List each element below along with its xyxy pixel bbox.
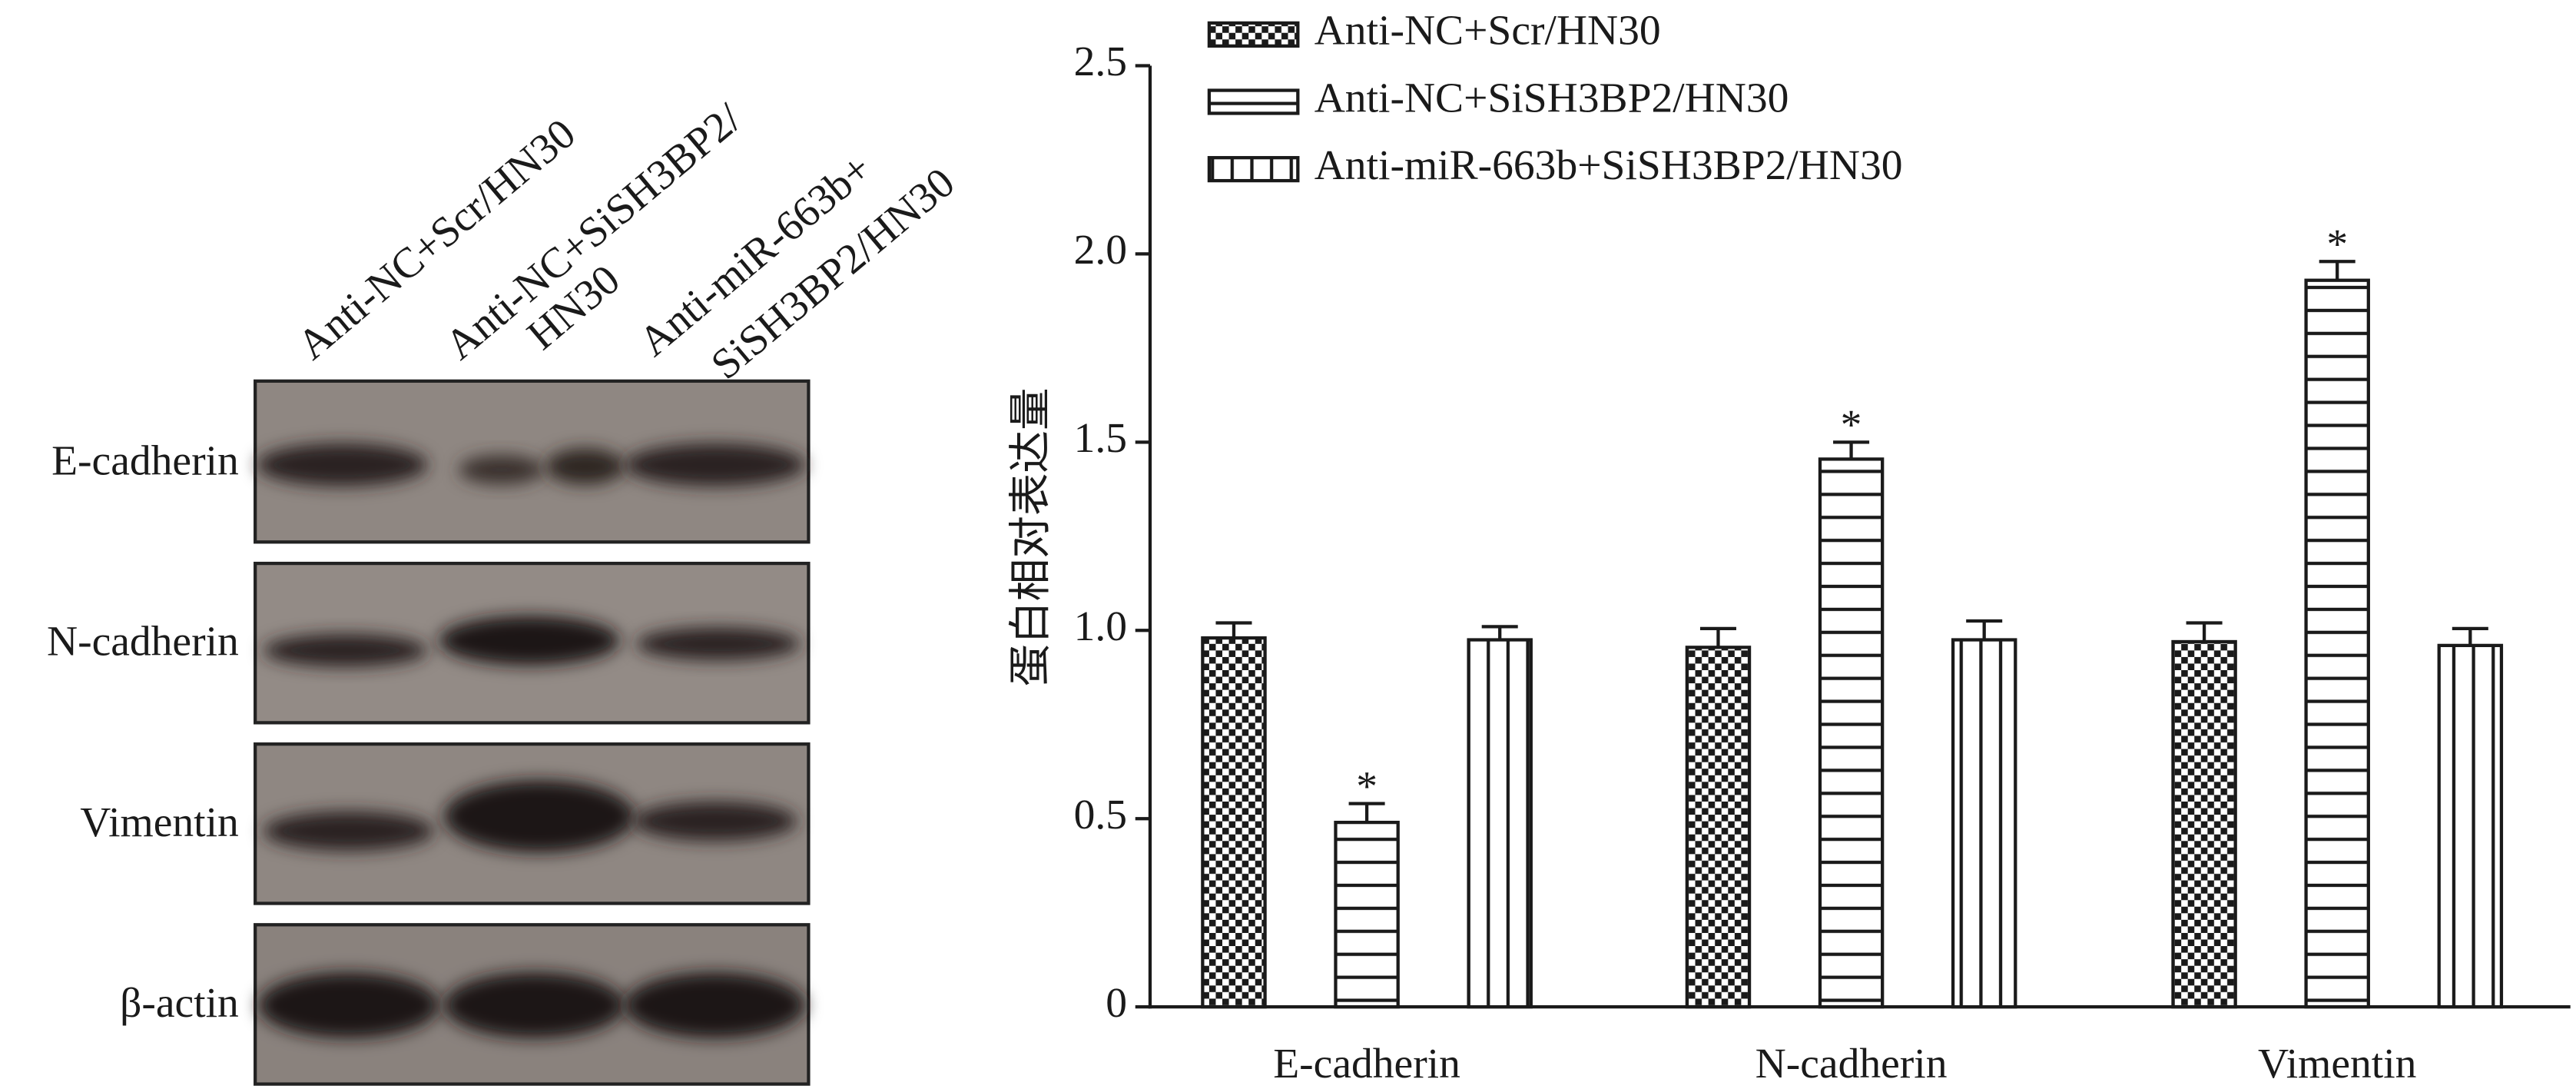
x-tick-label: N-cadherin (1755, 1040, 1948, 1087)
x-tick-label: E-cadherin (1273, 1040, 1460, 1087)
y-tick-label: 2.5 (1074, 38, 1127, 85)
legend-label: Anti-NC+Scr/HN30 (1315, 7, 1661, 55)
bar (1818, 457, 1885, 1009)
legend-swatch (1207, 156, 1300, 183)
error-bar (1481, 625, 1518, 640)
y-tick-label: 0 (1106, 979, 1127, 1027)
blot-panel (254, 379, 811, 544)
y-tick-label: 1.5 (1074, 414, 1127, 462)
bar (1951, 638, 2017, 1009)
bar (1685, 646, 1752, 1009)
bar (2304, 278, 2370, 1009)
error-bar (1833, 440, 1870, 460)
legend-label: Anti-miR-663b+SiSH3BP2/HN30 (1315, 141, 1903, 189)
error-bar (1215, 621, 1252, 639)
row-label: Vimentin (80, 798, 238, 846)
bar (2171, 639, 2237, 1009)
row-label: N-cadherin (47, 618, 239, 666)
error-bar (1966, 619, 2003, 640)
bar (2437, 643, 2504, 1009)
y-tick-label: 0.5 (1074, 791, 1127, 838)
error-bar (1699, 626, 1736, 648)
x-tick-label: Vimentin (2258, 1040, 2416, 1087)
bar (1467, 638, 1533, 1009)
error-bar (2186, 621, 2223, 642)
row-label: β-actin (120, 979, 239, 1027)
legend-swatch (1207, 88, 1300, 115)
error-bar (2319, 260, 2356, 281)
error-bar (1348, 802, 1385, 823)
legend-label: Anti-NC+SiSH3BP2/HN30 (1315, 74, 1789, 121)
blot-panel (254, 923, 811, 1086)
significance-mark: * (1841, 401, 1862, 449)
y-tick-label: 1.0 (1074, 603, 1127, 650)
bar-chart: 蛋白相对表达量 0 0.5 1.0 1.5 2.0 2.5 E-cadherin * N-cad… (1007, 7, 2571, 1087)
blot-panel (254, 742, 811, 905)
blot-panel (254, 561, 811, 725)
y-tick-label: 2.0 (1074, 226, 1127, 274)
legend-swatch (1207, 21, 1300, 48)
y-axis-label: 蛋白相对表达量 (1007, 387, 1055, 686)
bar (1334, 820, 1400, 1009)
bar (1201, 636, 1267, 1009)
significance-mark: * (2326, 221, 2348, 268)
error-bar (2452, 626, 2488, 646)
significance-mark: * (1356, 762, 1378, 810)
row-label: E-cadherin (51, 437, 239, 485)
